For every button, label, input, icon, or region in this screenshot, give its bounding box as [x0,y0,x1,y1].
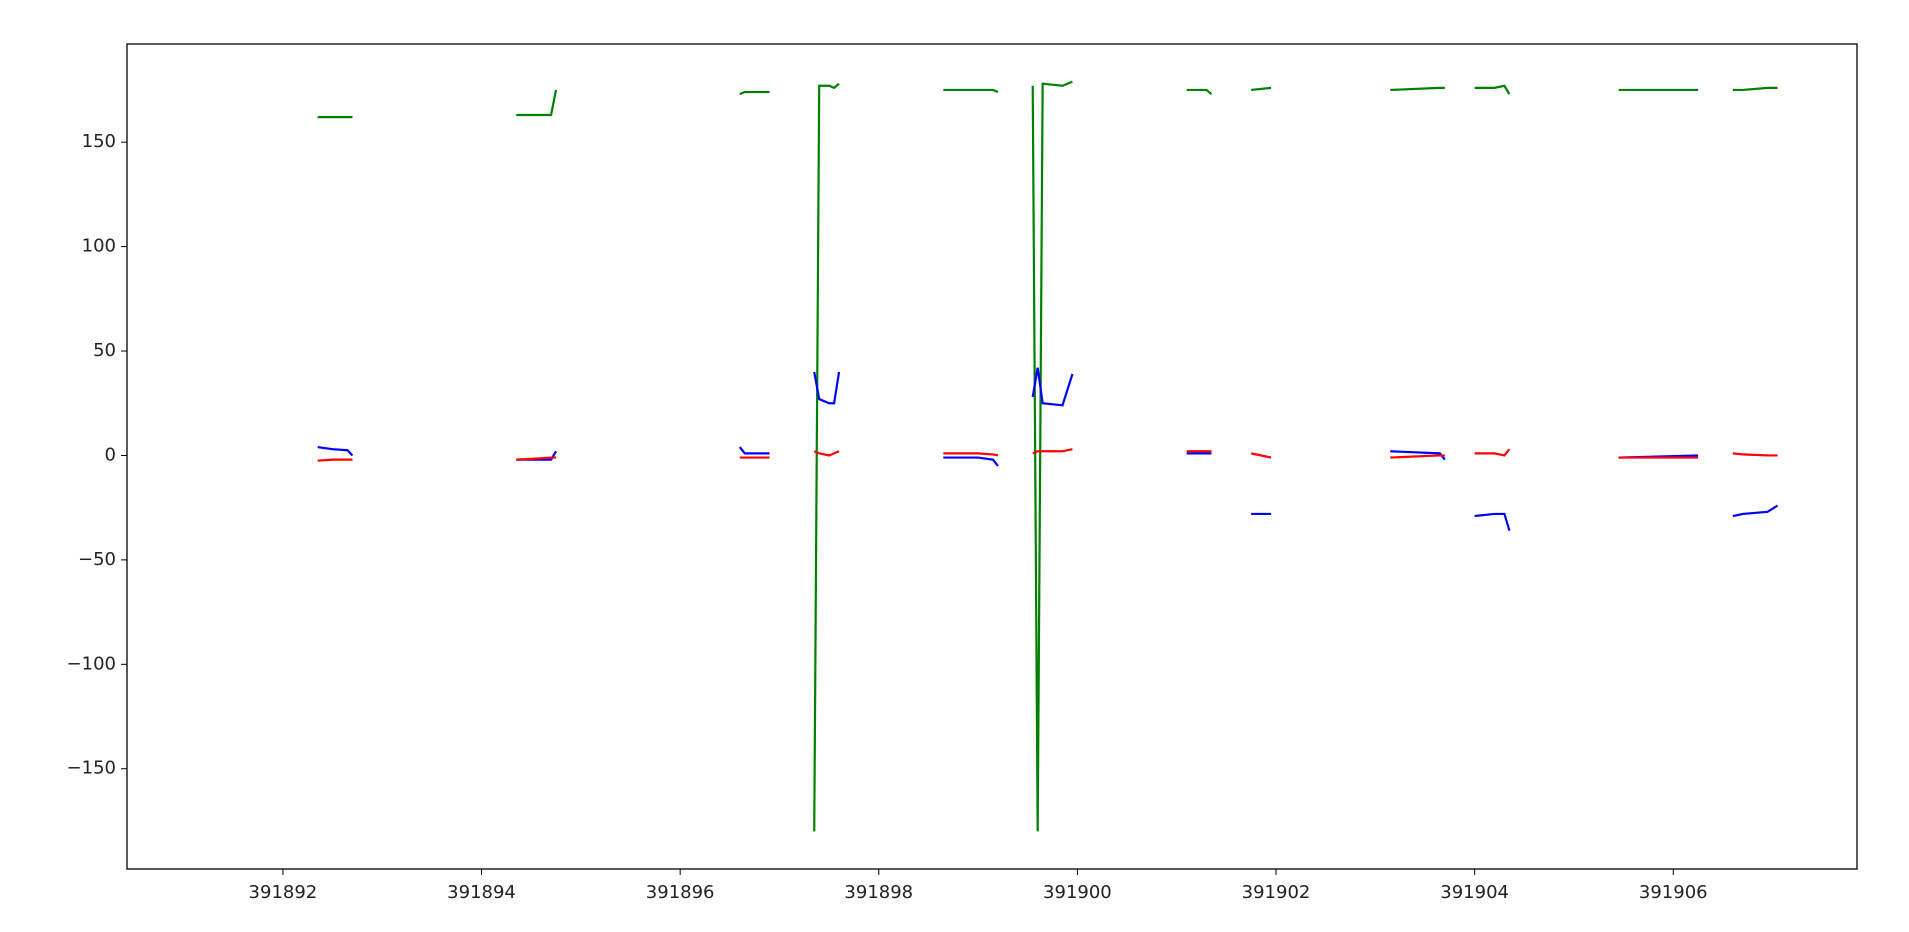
x-tick-label: 391900 [1043,882,1112,903]
x-tick-label: 391902 [1242,882,1311,903]
series-line [317,80,1778,832]
y-tick-label: 150 [82,131,116,152]
x-tick-label: 391892 [249,882,318,903]
axes-frame [126,43,1858,870]
x-tick-label: 391906 [1639,882,1708,903]
y-tick-label: 100 [82,236,116,257]
x-tick-label: 391904 [1440,882,1509,903]
y-tick-label: 50 [93,340,116,361]
x-tick-label: 391896 [646,882,715,903]
series-line [317,367,1779,531]
x-tick-label: 391894 [447,882,516,903]
y-tick-label: −100 [67,653,116,674]
series-line [317,448,1778,462]
y-tick-label: −50 [78,549,116,570]
x-tick-label: 391898 [844,882,913,903]
y-tick-label: −150 [67,758,116,779]
y-tick-label: 0 [105,444,116,465]
